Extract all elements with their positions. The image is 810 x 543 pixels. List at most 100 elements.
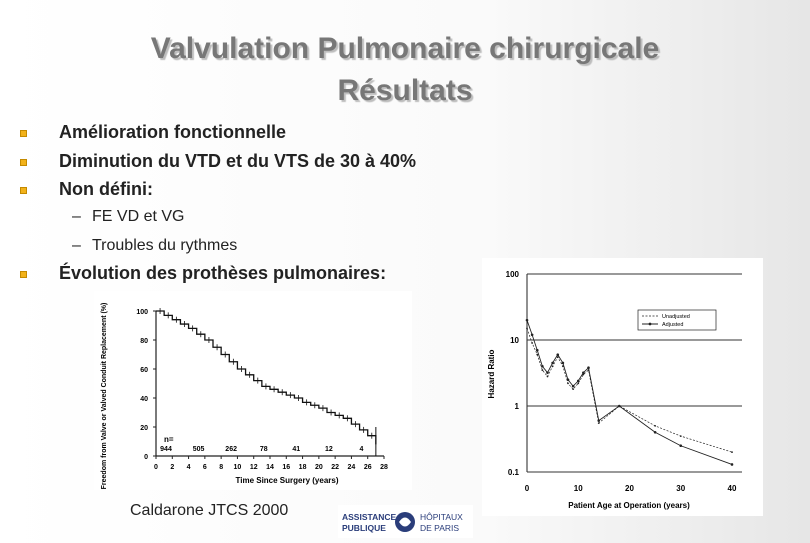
- logo-text: DE PARIS: [420, 523, 459, 533]
- adjusted-point: [597, 419, 601, 422]
- adjusted-point: [653, 430, 657, 434]
- bullet-text: Évolution des prothèses pulmonaires:: [59, 263, 387, 283]
- unadjusted-point: [546, 375, 549, 378]
- x-tick-label: 0: [525, 484, 530, 493]
- adjusted-point: [561, 361, 565, 365]
- y-tick-label: 60: [140, 367, 148, 374]
- x-tick-label: 6: [203, 464, 207, 471]
- x-tick-label: 18: [299, 464, 307, 471]
- x-tick-label: 2: [170, 464, 174, 471]
- y-axis-label: Hazard Ratio: [487, 349, 496, 398]
- adjusted-point: [566, 378, 570, 382]
- y-axis-label: Freedom from Valve or Valved Conduit Rep…: [101, 303, 108, 490]
- adjusted-point: [551, 361, 554, 365]
- unadjusted-point: [577, 382, 580, 385]
- x-tick-label: 12: [250, 464, 258, 471]
- unadjusted-point: [597, 422, 600, 425]
- adjusted-series-line: [526, 319, 733, 465]
- bullet-square-icon: [20, 130, 27, 137]
- y-tick-label: 100: [506, 270, 520, 279]
- unadjusted-point: [654, 424, 657, 427]
- hazard-chart: 0.1 1 10 100 0 10 20 30 40 Hazard Ratio Patient …: [487, 270, 742, 510]
- adjusted-point: [571, 384, 575, 388]
- x-tick-label: 14: [266, 464, 274, 471]
- adjusted-point: [525, 318, 529, 322]
- adjusted-point: [576, 379, 580, 383]
- adjusted-point: [730, 463, 734, 466]
- citation-caption: Caldarone JTCS 2000: [130, 502, 289, 519]
- legend-label-adjusted: Adjusted: [662, 322, 683, 328]
- bullet-text: Diminution du VTD et du VTS de 30 à 40%: [59, 151, 417, 171]
- bullet-square-icon: [20, 187, 27, 194]
- sub-bullet-text: Troubles du rythmes: [92, 237, 238, 254]
- legend-label-unadjusted: Unadjusted: [662, 314, 690, 320]
- y-tick-label: 40: [140, 396, 148, 403]
- x-tick-label: 28: [380, 464, 388, 471]
- hazard-chart-panel: 0.1 1 10 100 0 10 20 30 40 Hazard Ratio Patient …: [482, 258, 763, 516]
- x-tick-label: 20: [315, 464, 323, 471]
- n-at-risk-value: 944: [160, 446, 172, 453]
- adjusted-point: [617, 404, 621, 408]
- n-at-risk-value: 41: [292, 446, 300, 453]
- adjusted-point: [546, 371, 549, 374]
- y-tick-label: 80: [140, 338, 148, 345]
- legend-marker-adjusted: [648, 322, 652, 326]
- adjusted-point: [587, 366, 590, 370]
- unadjusted-point: [567, 382, 569, 385]
- unadjusted-point: [731, 451, 733, 454]
- x-tick-label: 4: [187, 464, 191, 471]
- survival-chart-panel: 0 20 40 60 80 100 0 2 4 6 8 10 12 14 16 18 20 22 24 26 28 94…: [94, 291, 412, 490]
- x-tick-label: 16: [282, 464, 290, 471]
- bullet-text: Amélioration fonctionnelle: [59, 122, 287, 142]
- y-tick-label: 1: [515, 402, 520, 411]
- unadjusted-point: [572, 388, 575, 391]
- logo-text: PUBLIQUE: [342, 523, 386, 533]
- x-tick-label: 40: [728, 484, 737, 493]
- n-at-risk-label: n=: [164, 435, 174, 444]
- x-tick-label: 26: [364, 464, 372, 471]
- x-tick-label: 0: [154, 464, 158, 471]
- x-tick-label: 24: [348, 464, 356, 471]
- adjusted-point: [530, 333, 534, 337]
- sub-bullet-item: – FE VD et VG: [72, 208, 184, 226]
- bullet-item: Diminution du VTD et du VTS de 30 à 40%: [20, 151, 416, 172]
- n-at-risk-value: 4: [359, 446, 363, 453]
- x-tick-label: 30: [676, 484, 685, 493]
- n-at-risk-value: 505: [193, 446, 205, 453]
- unadjusted-point: [536, 353, 539, 356]
- dash-mark: –: [72, 208, 81, 225]
- bullet-item: Amélioration fonctionnelle: [20, 122, 286, 143]
- logo-bird-icon: [399, 517, 411, 527]
- unadjusted-point: [551, 365, 554, 368]
- y-tick-label: 100: [136, 309, 148, 316]
- legend-box: [637, 309, 717, 331]
- logo-text: HÔPITAUX: [420, 512, 463, 522]
- logo-text: ASSISTANCE: [342, 512, 396, 522]
- adjusted-point: [582, 371, 585, 374]
- unadjusted-point: [531, 342, 534, 344]
- adjusted-point: [679, 444, 683, 448]
- x-tick-label: 10: [234, 464, 242, 471]
- x-tick-label: 8: [219, 464, 223, 471]
- bullet-square-icon: [20, 159, 27, 166]
- unadjusted-series-line: [526, 328, 733, 453]
- adjusted-point: [556, 353, 560, 356]
- x-tick-label: 20: [625, 484, 634, 493]
- y-tick-label: 10: [510, 336, 519, 345]
- x-axis-label: Time Since Surgery (years): [235, 476, 338, 485]
- y-tick-label: 20: [140, 425, 148, 432]
- bullet-square-icon: [20, 271, 27, 278]
- n-at-risk-value: 78: [260, 446, 268, 453]
- y-tick-label: 0: [144, 454, 148, 461]
- bullet-item: Non défini:: [20, 179, 153, 200]
- unadjusted-point: [679, 435, 682, 437]
- aphp-logo: ASSISTANCE PUBLIQUE HÔPITAUX DE PARIS: [338, 505, 473, 538]
- adjusted-point: [541, 364, 544, 368]
- bullet-item: Évolution des prothèses pulmonaires:: [20, 263, 386, 284]
- sub-bullet-text: FE VD et VG: [92, 208, 185, 225]
- x-tick-label: 22: [331, 464, 339, 471]
- unadjusted-point: [541, 369, 544, 371]
- slide-title-line1: Valvulation Pulmonaire chirurgicale: [150, 32, 660, 65]
- n-at-risk-value: 12: [325, 446, 333, 453]
